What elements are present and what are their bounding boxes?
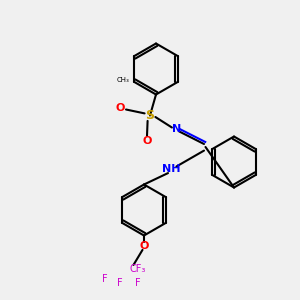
Text: F: F bbox=[102, 274, 108, 284]
Text: NH: NH bbox=[162, 164, 180, 175]
Text: CH₃: CH₃ bbox=[117, 77, 130, 83]
Text: F: F bbox=[117, 278, 123, 289]
Text: O: O bbox=[115, 103, 125, 113]
Text: CF₃: CF₃ bbox=[130, 263, 146, 274]
Text: O: O bbox=[139, 241, 149, 251]
Text: N: N bbox=[172, 124, 182, 134]
Text: S: S bbox=[146, 109, 154, 122]
Text: F: F bbox=[135, 278, 141, 289]
Text: O: O bbox=[142, 136, 152, 146]
